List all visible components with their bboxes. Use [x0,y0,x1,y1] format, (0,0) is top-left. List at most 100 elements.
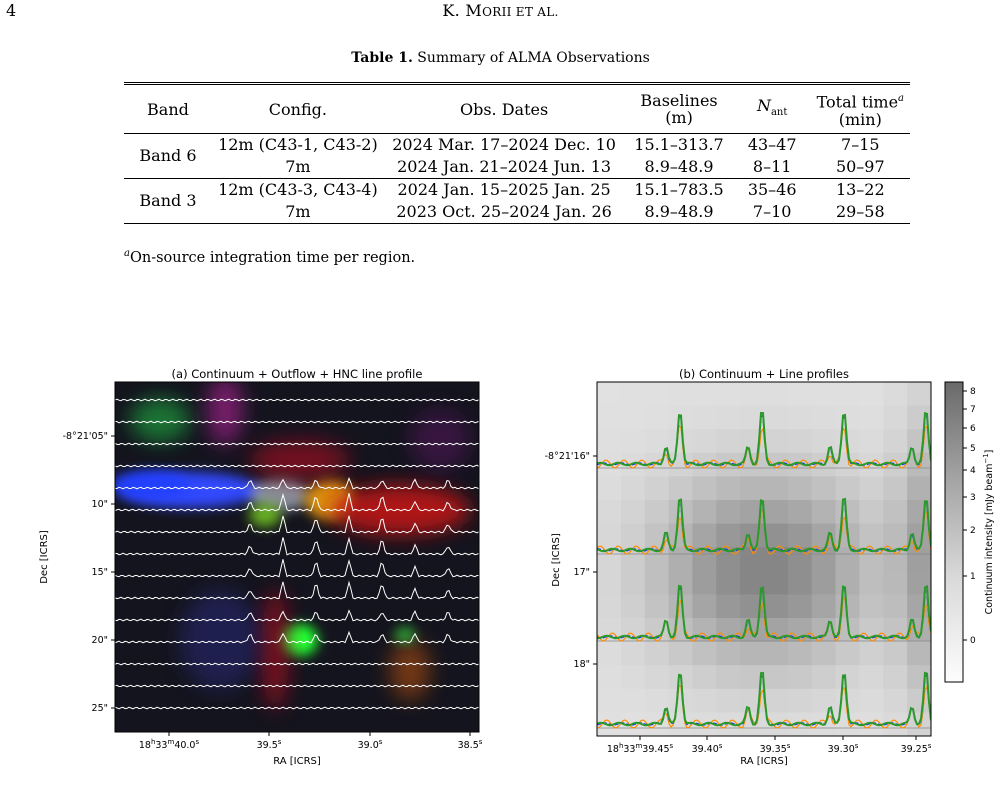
continuum-pixel [859,641,884,666]
continuum-pixel [620,523,646,548]
continuum-pixel [811,641,837,666]
hnc-profile-1 [115,420,479,424]
cell-dates: 2024 Mar. 17–2024 Dec. 10 [392,135,616,154]
panel-a-xtick-label: 38.5s [458,738,483,751]
continuum-pixel [597,641,622,666]
continuum-pixel [811,570,837,595]
line-profile-2-2 [597,584,931,640]
colorbar-label-end: ] [984,450,995,454]
continuum-pixel [764,405,789,430]
continuum-pixel [835,641,860,666]
continuum-pixel [692,405,717,430]
cell-dates: 2023 Oct. 25–2024 Jan. 26 [396,202,612,221]
colorbar-tick-label: 0 [970,636,976,646]
continuum-pixel [835,405,860,430]
continuum-pixel [692,594,717,619]
continuum-pixel [883,523,908,548]
continuum-pixel [716,688,741,713]
cell-baselines: 8.9–48.9 [644,202,714,221]
panel-b-xtick-label: 39.25s [901,742,932,755]
continuum-pixel [764,688,789,713]
continuum-pixel [787,405,813,430]
header-total-time: Total timea (min) [811,84,910,134]
continuum-pixel [644,476,670,501]
continuum-pixel [907,476,931,501]
continuum-pixel [787,688,813,713]
continuum-pixel [907,382,931,407]
continuum-pixel [692,523,717,548]
continuum-pixel [811,688,837,713]
continuum-pixel [764,594,789,619]
continuum-pixel [811,500,837,525]
continuum-pixel [692,688,717,713]
continuum-pixel [644,570,670,595]
continuum-pixel [764,429,789,454]
continuum-pixel [787,523,813,548]
panel-b-ytick-label: -8°21'16" [545,451,590,462]
continuum-pixel [835,500,860,525]
cell-config: 7m [285,202,311,221]
cell-baselines: 8.9–48.9 [644,157,714,176]
emission-blob-7 [250,440,350,480]
emission-blob-8 [249,503,281,527]
running-head-smallcaps: ORII ET AL. [482,5,559,19]
hnc-profile-11 [115,630,479,644]
panel-a-xtick-label: 39.5s [257,738,282,751]
continuum-pixel [668,641,693,666]
cell-nant: 43–47 [747,135,797,154]
header-dates: Obs. Dates [459,99,549,119]
continuum-pixel [859,523,884,548]
observations-table: Band Config. Obs. Dates Baselines (m) Na… [124,82,910,224]
panel-b-title: (b) Continuum + Line profiles [679,367,849,381]
panel-b-xtick-label: 18h33m39.45s [607,742,674,755]
continuum-pixel [692,382,717,407]
continuum-pixel [597,429,622,454]
continuum-pixel [620,382,646,407]
panel-a-ytick-label: -8°21'05" [63,431,108,442]
continuum-pixel [716,570,741,595]
panel-b-xticks: 18h33m39.45s 39.40s 39.35s 39.30s 39.25s [607,736,932,755]
header-band: Band [147,99,189,119]
continuum-pixel [644,500,670,525]
page-number: 4 [6,1,17,20]
panel-b-xtick-label: 39.30s [828,742,859,755]
continuum-pixel [597,665,622,690]
panel-a-ytick-label: 20" [92,635,108,646]
hnc-profile-5 [115,492,479,512]
table-footnote: aOn-source integration time per region. [124,248,415,266]
continuum-pixel [787,594,813,619]
cell-band: Band 6 [139,146,197,165]
continuum-pixel [716,500,741,525]
colorbar-tick-label: 8 [970,387,976,397]
cell-dates: 2024 Jan. 21–2024 Jun. 13 [397,157,612,176]
continuum-pixel [883,500,908,525]
header-nant-symbol: N [756,95,771,115]
continuum-pixel [764,570,789,595]
continuum-pixel [620,500,646,525]
emission-blob-10 [261,590,289,710]
continuum-pixels [597,382,931,736]
hnc-profile-13 [115,684,479,688]
continuum-pixel [597,500,622,525]
panel-b-xlabel: RA [ICRS] [740,756,788,767]
panel-a-ytick-label: 15" [92,567,108,578]
emission-blob-13 [180,590,260,690]
continuum-pixel [644,665,670,690]
cell-time: 29–58 [835,202,885,221]
cell-time: 7–15 [841,135,880,154]
continuum-pixel [811,665,837,690]
header-baselines: Baselines (m) [624,84,733,134]
continuum-pixel [859,665,884,690]
continuum-pixel [740,618,765,643]
continuum-pixel [859,405,884,430]
continuum-pixel [692,476,717,501]
header-config: Config. [268,99,327,119]
continuum-pixel [859,476,884,501]
table-caption-text: Summary of ALMA Observations [417,50,650,66]
colorbar-label-text: Continuum intensity [mJy beam [984,464,995,615]
continuum-pixel [644,594,670,619]
hnc-profile-9 [115,580,479,600]
continuum-pixel [787,476,813,501]
continuum-pixel [835,382,860,407]
continuum-pixel [740,641,765,666]
